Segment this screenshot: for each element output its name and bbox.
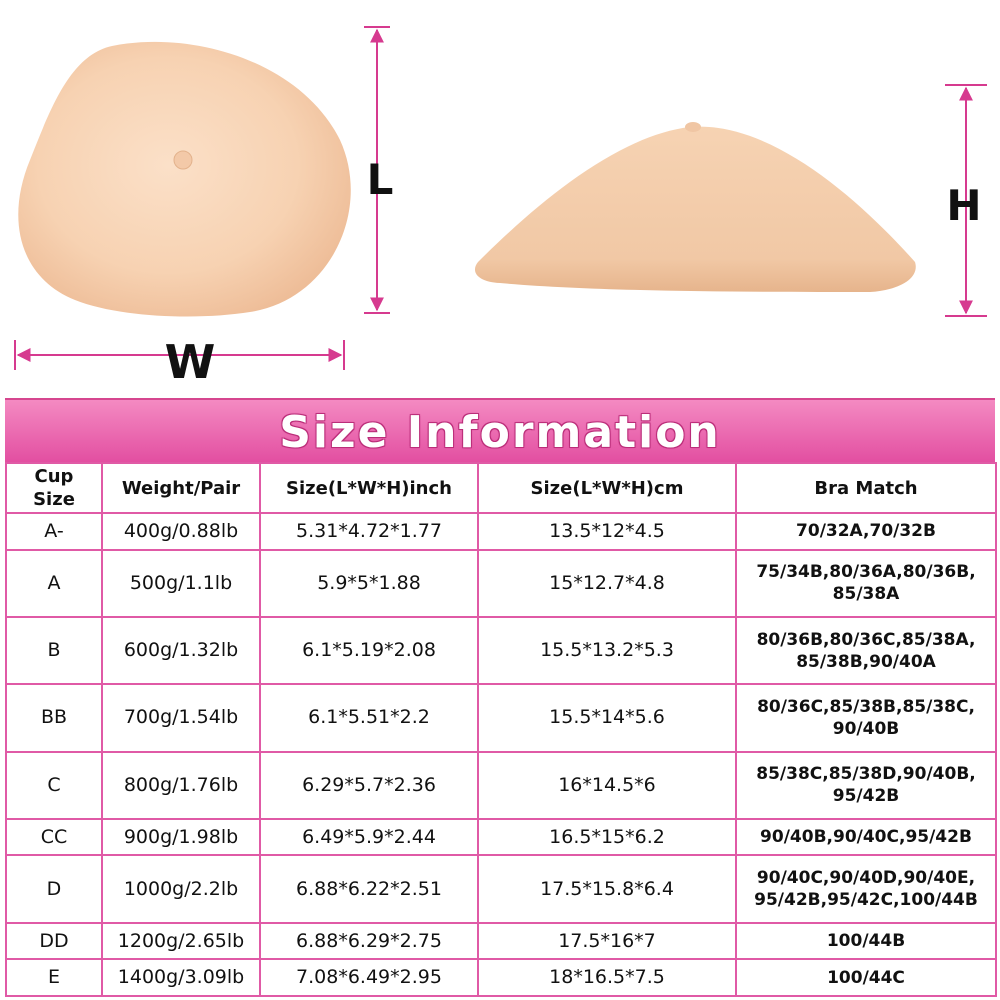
cup-cell: B xyxy=(5,615,103,686)
bra-match-cell: 75/34B,80/36A,80/36B, 85/38A xyxy=(735,548,997,618)
bra-line: 90/40C,90/40D,90/40E, xyxy=(756,868,976,889)
cup-cell: BB xyxy=(5,683,103,753)
length-label: L xyxy=(367,155,394,204)
weight-cell: 1400g/3.09lb xyxy=(101,958,261,997)
cm-cell: 16.5*15*6.2 xyxy=(477,817,737,857)
inch-cell: 5.9*5*1.88 xyxy=(259,548,479,618)
weight-cell: 1000g/2.2lb xyxy=(101,854,261,924)
table-row: BB 700g/1.54lb 6.1*5.51*2.2 15.5*14*5.6 … xyxy=(5,683,997,753)
size-information-banner: Size Information xyxy=(5,398,995,464)
bra-line: 90/40B xyxy=(832,718,900,739)
table-row: C 800g/1.76lb 6.29*5.7*2.36 16*14.5*6 85… xyxy=(5,750,997,820)
bra-line: 95/42B,95/42C,100/44B xyxy=(754,890,978,911)
weight-cell: 800g/1.76lb xyxy=(101,750,261,820)
bra-line: 85/38B,90/40A xyxy=(796,651,936,672)
table-row: E 1400g/3.09lb 7.08*6.49*2.95 18*16.5*7.… xyxy=(5,958,997,997)
header-size-inch: Size(L*W*H)inch xyxy=(259,462,479,514)
inch-cell: 5.31*4.72*1.77 xyxy=(259,512,479,551)
cm-cell: 15*12.7*4.8 xyxy=(477,548,737,618)
bra-match-cell: 90/40B,90/40C,95/42B xyxy=(735,817,997,857)
bra-match-cell: 80/36B,80/36C,85/38A, 85/38B,90/40A xyxy=(735,615,997,686)
bra-match-cell: 90/40C,90/40D,90/40E, 95/42B,95/42C,100/4… xyxy=(735,854,997,924)
bra-match-cell: 70/32A,70/32B xyxy=(735,512,997,551)
table-row: A- 400g/0.88lb 5.31*4.72*1.77 13.5*12*4.… xyxy=(5,512,997,551)
inch-cell: 6.1*5.51*2.2 xyxy=(259,683,479,753)
bra-line: 100/44B xyxy=(826,931,906,951)
inch-cell: 6.1*5.19*2.08 xyxy=(259,615,479,686)
bra-line: 95/42B xyxy=(832,786,900,807)
bra-line: 85/38C,85/38D,90/40B, xyxy=(756,764,976,785)
product-diagram: L W H xyxy=(14,26,987,389)
table-row: A 500g/1.1lb 5.9*5*1.88 15*12.7*4.8 75/3… xyxy=(5,548,997,618)
cm-cell: 15.5*13.2*5.3 xyxy=(477,615,737,686)
weight-cell: 500g/1.1lb xyxy=(101,548,261,618)
inch-cell: 6.88*6.29*2.75 xyxy=(259,921,479,961)
size-information-title: Size Information xyxy=(279,406,721,458)
height-label: H xyxy=(946,181,981,230)
table-row: D 1000g/2.2lb 6.88*6.22*2.51 17.5*15.8*6… xyxy=(5,854,997,924)
cm-cell: 16*14.5*6 xyxy=(477,750,737,820)
width-label: W xyxy=(165,335,216,389)
bra-line: 100/44C xyxy=(827,967,905,988)
inch-cell: 6.88*6.22*2.51 xyxy=(259,854,479,924)
weight-cell: 1200g/2.65lb xyxy=(101,921,261,961)
inch-cell: 6.49*5.9*2.44 xyxy=(259,817,479,857)
bra-line: 90/40B,90/40C,95/42B xyxy=(760,827,972,848)
bra-match-cell: 100/44B xyxy=(735,921,997,961)
header-bra-match: Bra Match xyxy=(735,462,997,514)
cup-cell: C xyxy=(5,750,103,820)
table-header-row: Cup Size Weight/Pair Size(L*W*H)inch Siz… xyxy=(5,462,997,514)
length-arrow xyxy=(364,26,390,314)
cm-cell: 13.5*12*4.5 xyxy=(477,512,737,551)
side-view-form xyxy=(474,122,916,292)
weight-cell: 700g/1.54lb xyxy=(101,683,261,753)
height-arrow xyxy=(945,84,987,317)
weight-cell: 600g/1.32lb xyxy=(101,615,261,686)
cup-cell: CC xyxy=(5,817,103,857)
size-table: Cup Size Weight/Pair Size(L*W*H)inch Siz… xyxy=(5,462,997,997)
weight-cell: 400g/0.88lb xyxy=(101,512,261,551)
bra-line: 80/36B,80/36C,85/38A, xyxy=(756,629,976,650)
cm-cell: 17.5*15.8*6.4 xyxy=(477,854,737,924)
table-row: B 600g/1.32lb 6.1*5.19*2.08 15.5*13.2*5.… xyxy=(5,615,997,686)
cup-cell: D xyxy=(5,854,103,924)
cm-cell: 15.5*14*5.6 xyxy=(477,683,737,753)
header-size-cm: Size(L*W*H)cm xyxy=(477,462,737,514)
bra-match-cell: 100/44C xyxy=(735,958,997,997)
cup-cell: DD xyxy=(5,921,103,961)
bra-line: 85/38A xyxy=(832,584,900,605)
table-row: DD 1200g/2.65lb 6.88*6.29*2.75 17.5*16*7… xyxy=(5,921,997,961)
weight-cell: 900g/1.98lb xyxy=(101,817,261,857)
header-weight: Weight/Pair xyxy=(101,462,261,514)
cup-cell: A- xyxy=(5,512,103,551)
bra-match-cell: 85/38C,85/38D,90/40B, 95/42B xyxy=(735,750,997,820)
width-arrow xyxy=(14,340,345,370)
bra-line: 75/34B,80/36A,80/36B, xyxy=(756,562,976,583)
table-row: CC 900g/1.98lb 6.49*5.9*2.44 16.5*15*6.2… xyxy=(5,817,997,857)
inch-cell: 6.29*5.7*2.36 xyxy=(259,750,479,820)
header-cup-size: Cup Size xyxy=(5,462,103,514)
bra-line: 80/36C,85/38B,85/38C, xyxy=(757,696,975,717)
front-view-form xyxy=(18,41,351,317)
cm-cell: 17.5*16*7 xyxy=(477,921,737,961)
inch-cell: 7.08*6.49*2.95 xyxy=(259,958,479,997)
bra-line: 70/32A,70/32B xyxy=(796,521,936,542)
cup-cell: A xyxy=(5,548,103,618)
cup-cell: E xyxy=(5,958,103,997)
bra-match-cell: 80/36C,85/38B,85/38C, 90/40B xyxy=(735,683,997,753)
cm-cell: 18*16.5*7.5 xyxy=(477,958,737,997)
